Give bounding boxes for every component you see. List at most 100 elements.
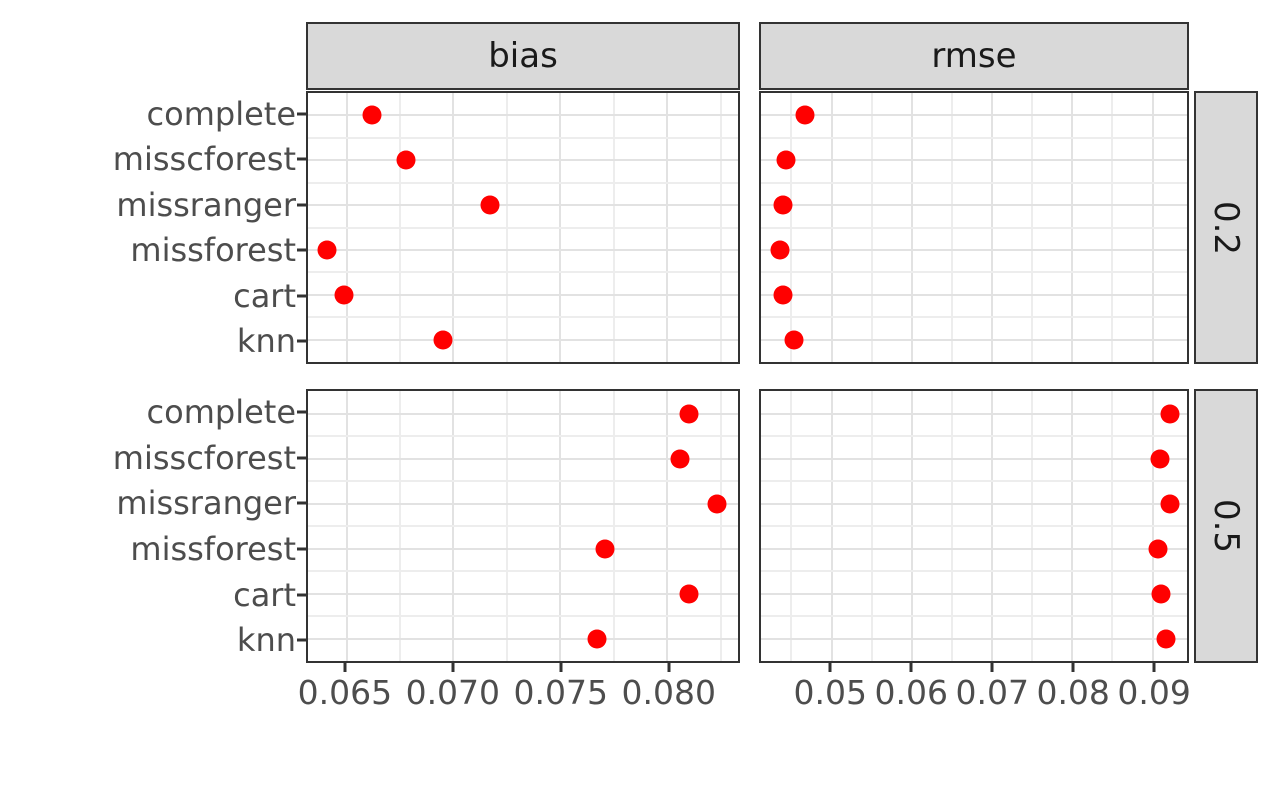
gridline-major-horizontal bbox=[761, 547, 1187, 550]
y-axis-row-0.2: complete misscforest missranger missforest c… bbox=[0, 91, 306, 364]
y-axis-tick-mark bbox=[297, 248, 306, 252]
y-axis-tick-mark bbox=[297, 410, 306, 414]
gridline-minor-horizontal bbox=[308, 435, 738, 437]
y-axis-tick-mark bbox=[297, 547, 306, 551]
y-axis-tick-mark bbox=[297, 294, 306, 298]
facet-strip-0.2-label: 0.2 bbox=[1205, 200, 1246, 255]
gridline-major-horizontal bbox=[761, 457, 1187, 460]
panel-rmse-0.5 bbox=[759, 389, 1189, 663]
panel-rmse-0.2 bbox=[759, 91, 1189, 364]
facet-strip-bias-label: bias bbox=[488, 36, 558, 76]
gridline-major-horizontal bbox=[308, 114, 738, 117]
y-axis-label-missranger: missranger bbox=[116, 484, 296, 523]
y-axis-label-misscforest: misscforest bbox=[112, 140, 296, 179]
x-axis-tick-label: 0.065 bbox=[297, 673, 393, 712]
y-axis-row-0.5: complete misscforest missranger missforest c… bbox=[0, 389, 306, 663]
data-point-complete bbox=[679, 404, 699, 423]
y-axis-label-missforest: missforest bbox=[130, 529, 296, 568]
x-axis-bias: 0.065 0.070 0.075 0.080 bbox=[298, 663, 740, 718]
x-axis-tick-mark bbox=[990, 663, 994, 672]
gridline-major-horizontal bbox=[761, 338, 1187, 341]
data-point-missforest bbox=[770, 240, 790, 260]
data-point-cart bbox=[773, 285, 793, 305]
y-axis-tick-mark bbox=[297, 339, 306, 343]
y-axis-tick-mark bbox=[297, 157, 306, 161]
gridline-minor-horizontal bbox=[308, 226, 738, 229]
facet-strip-0.2: 0.2 bbox=[1194, 91, 1258, 364]
y-axis-label-missforest: missforest bbox=[130, 231, 296, 270]
y-axis-tick-mark bbox=[297, 638, 306, 642]
data-point-cart bbox=[679, 584, 699, 603]
data-point-complete bbox=[362, 105, 382, 125]
y-axis-tick-mark bbox=[297, 456, 306, 459]
gridline-minor-horizontal bbox=[761, 316, 1187, 319]
y-axis-tick-mark bbox=[297, 501, 306, 505]
panel-bias-0.2 bbox=[306, 91, 740, 364]
x-axis-tick-label: 0.080 bbox=[621, 673, 716, 712]
x-axis-tick-label: 0.08 bbox=[1036, 673, 1110, 712]
gridline-major-horizontal bbox=[308, 547, 738, 550]
x-axis-tick-mark bbox=[909, 663, 913, 672]
x-axis-tick-mark bbox=[828, 663, 832, 672]
data-point-missforest bbox=[317, 240, 337, 260]
facet-strip-bias: bias bbox=[306, 22, 740, 90]
gridline-minor-horizontal bbox=[308, 615, 738, 617]
x-axis-rmse: 0.05 0.06 0.07 0.08 0.09 bbox=[759, 663, 1191, 718]
gridline-minor-horizontal bbox=[761, 480, 1187, 482]
x-axis-tick-label: 0.06 bbox=[874, 673, 948, 712]
facet-strip-0.5-label: 0.5 bbox=[1205, 498, 1246, 554]
gridline-major-horizontal bbox=[308, 293, 738, 296]
gridline-major-horizontal bbox=[308, 592, 738, 595]
x-axis-tick-label: 0.09 bbox=[1117, 673, 1191, 712]
x-axis-tick-mark bbox=[559, 663, 563, 672]
x-axis-tick-label: 0.05 bbox=[793, 673, 867, 712]
gridline-major-horizontal bbox=[761, 502, 1187, 505]
gridline-minor-horizontal bbox=[308, 480, 738, 482]
data-point-misscforest bbox=[1150, 449, 1170, 468]
gridline-major-horizontal bbox=[761, 293, 1187, 296]
gridline-minor-horizontal bbox=[761, 271, 1187, 274]
gridline-minor-horizontal bbox=[308, 570, 738, 572]
facet-strip-rmse: rmse bbox=[759, 22, 1189, 90]
y-axis-label-complete: complete bbox=[146, 392, 296, 431]
gridline-major-horizontal bbox=[761, 637, 1187, 640]
gridline-major-horizontal bbox=[308, 637, 738, 640]
gridline-major-horizontal bbox=[308, 159, 738, 162]
gridline-minor-horizontal bbox=[308, 181, 738, 184]
y-axis-label-misscforest: misscforest bbox=[112, 438, 296, 477]
gridline-minor-horizontal bbox=[308, 136, 738, 139]
gridline-major-horizontal bbox=[761, 592, 1187, 595]
gridline-minor-horizontal bbox=[761, 226, 1187, 229]
x-axis-tick-mark bbox=[343, 663, 347, 672]
gridline-major-horizontal bbox=[308, 457, 738, 460]
facet-strip-rmse-label: rmse bbox=[931, 36, 1017, 76]
gridline-major-horizontal bbox=[308, 248, 738, 251]
data-point-missforest bbox=[595, 539, 615, 558]
gridline-minor-horizontal bbox=[761, 136, 1187, 139]
gridline-major-horizontal bbox=[761, 412, 1187, 415]
data-point-missforest bbox=[1148, 539, 1168, 558]
data-point-misscforest bbox=[670, 449, 690, 468]
y-axis-label-cart: cart bbox=[233, 575, 296, 614]
facet-strip-0.5: 0.5 bbox=[1194, 389, 1258, 663]
y-axis-tick-mark bbox=[297, 203, 306, 207]
gridline-minor-horizontal bbox=[761, 615, 1187, 617]
gridline-minor-horizontal bbox=[308, 525, 738, 527]
data-point-complete bbox=[1160, 404, 1180, 423]
data-point-knn bbox=[433, 330, 453, 350]
y-axis-label-complete: complete bbox=[146, 94, 296, 133]
data-point-knn bbox=[587, 629, 607, 648]
data-point-complete bbox=[795, 105, 815, 125]
gridline-minor-horizontal bbox=[761, 570, 1187, 572]
y-axis-tick-mark bbox=[297, 112, 306, 116]
gridline-minor-horizontal bbox=[761, 435, 1187, 437]
data-point-knn bbox=[784, 330, 804, 350]
gridline-minor-horizontal bbox=[761, 181, 1187, 184]
data-point-missranger bbox=[480, 195, 500, 215]
x-axis-tick-mark bbox=[451, 663, 455, 672]
y-axis-label-knn: knn bbox=[236, 621, 296, 660]
data-point-missranger bbox=[707, 494, 727, 513]
gridline-minor-horizontal bbox=[308, 316, 738, 319]
data-point-cart bbox=[334, 285, 354, 305]
